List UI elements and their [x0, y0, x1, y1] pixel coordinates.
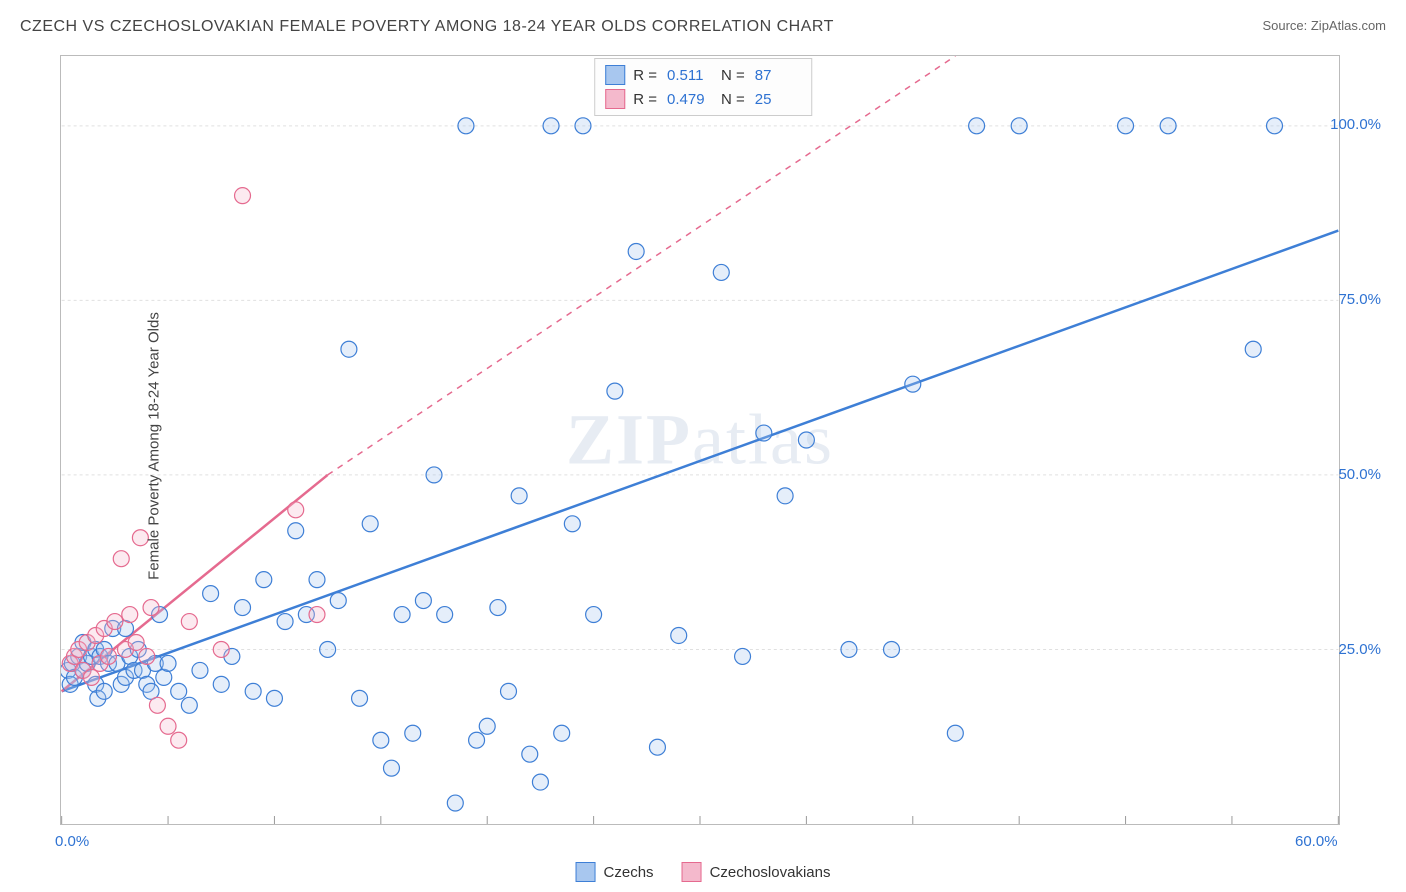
- legend-label: Czechs: [604, 864, 654, 881]
- stats-legend: R = 0.511 N = 87 R = 0.479 N = 25: [594, 58, 812, 116]
- stats-n-value: 25: [755, 91, 801, 108]
- y-tick-label: 25.0%: [1338, 641, 1381, 658]
- plot-area: ZIPatlas: [60, 55, 1340, 825]
- legend-item-czechs: Czechs: [576, 862, 654, 882]
- stats-n-label: N =: [721, 91, 745, 108]
- y-tick-label: 100.0%: [1330, 116, 1381, 133]
- stats-r-label: R =: [633, 91, 657, 108]
- stats-n-value: 87: [755, 67, 801, 84]
- y-axis-label: Female Poverty Among 18-24 Year Olds: [145, 312, 162, 580]
- legend-swatch-czechoslovakians: [682, 862, 702, 882]
- x-tick-label: 60.0%: [1295, 833, 1338, 850]
- chart-title: CZECH VS CZECHOSLOVAKIAN FEMALE POVERTY …: [20, 18, 834, 36]
- legend-swatch-czechoslovakians: [605, 89, 625, 109]
- legend-swatch-czechs: [576, 862, 596, 882]
- legend-item-czechoslovakians: Czechoslovakians: [682, 862, 831, 882]
- stats-r-value: 0.479: [667, 91, 713, 108]
- scatter-svg: [61, 56, 1339, 824]
- chart-container: CZECH VS CZECHOSLOVAKIAN FEMALE POVERTY …: [0, 0, 1406, 892]
- legend-swatch-czechs: [605, 65, 625, 85]
- stats-legend-row: R = 0.479 N = 25: [605, 87, 801, 111]
- stats-r-label: R =: [633, 67, 657, 84]
- x-tick-label: 0.0%: [55, 833, 89, 850]
- stats-r-value: 0.511: [667, 67, 713, 84]
- series-legend: Czechs Czechoslovakians: [576, 862, 831, 882]
- source-label: Source: ZipAtlas.com: [1262, 18, 1386, 33]
- legend-label: Czechoslovakians: [710, 864, 831, 881]
- y-tick-label: 50.0%: [1338, 466, 1381, 483]
- stats-n-label: N =: [721, 67, 745, 84]
- y-tick-label: 75.0%: [1338, 291, 1381, 308]
- stats-legend-row: R = 0.511 N = 87: [605, 63, 801, 87]
